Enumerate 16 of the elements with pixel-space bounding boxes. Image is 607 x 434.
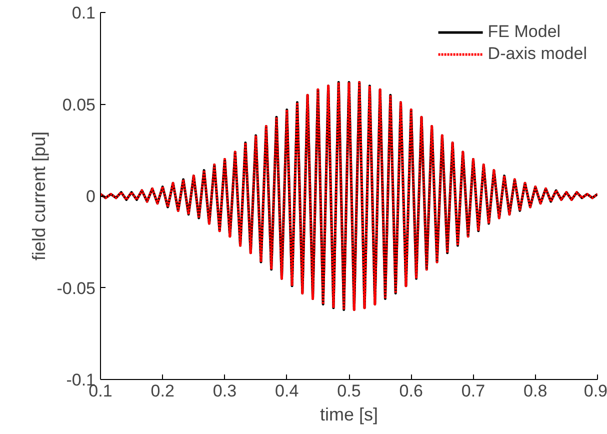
x-tick-label: 0.5 [337,382,361,400]
y-tick-label: -0.05 [56,278,96,298]
legend-label: FE Model [488,22,561,42]
x-tick-label: 0.9 [584,382,607,400]
y-tick-label: 0 [86,187,96,206]
x-tick-label: 0.3 [212,382,237,400]
x-tick-label: 0.6 [399,382,423,400]
y-tick-label: 0.05 [62,95,96,114]
x-tick-label: 0.2 [150,382,174,400]
x-tick-label: 0.8 [524,382,548,400]
x-tick-label: 0.4 [275,382,299,400]
x-axis-title: time [s] [320,404,378,424]
legend-label: D-axis model [488,44,587,64]
y-axis-title: field current [pu] [28,131,49,261]
y-tick-label: 0.1 [72,4,96,22]
x-tick-label: 0.7 [461,382,486,400]
